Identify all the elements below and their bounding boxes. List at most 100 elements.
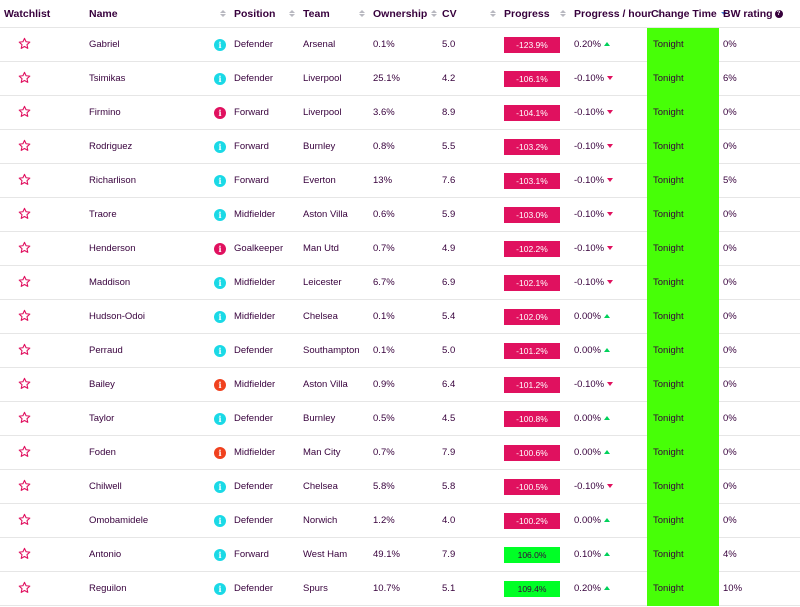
info-icon[interactable]: i bbox=[214, 378, 226, 391]
info-cell: i bbox=[210, 469, 231, 504]
info-icon[interactable]: i bbox=[214, 106, 226, 119]
star-icon[interactable] bbox=[18, 343, 31, 356]
star-icon[interactable] bbox=[18, 207, 31, 220]
player-name[interactable]: Maddison bbox=[85, 265, 210, 300]
star-icon[interactable] bbox=[18, 445, 31, 458]
star-icon[interactable] bbox=[18, 547, 31, 560]
bw-rating-cell: 0% bbox=[719, 197, 800, 232]
watchlist-cell bbox=[0, 435, 85, 470]
change-time-cell: Tonight bbox=[647, 163, 720, 198]
info-icon[interactable]: i bbox=[214, 310, 226, 323]
cv-cell: 7.6 bbox=[438, 163, 501, 198]
star-icon[interactable] bbox=[18, 377, 31, 390]
info-icon[interactable]: i bbox=[214, 140, 226, 153]
header-progress[interactable]: Progress bbox=[500, 0, 571, 28]
player-name[interactable]: Foden bbox=[85, 435, 210, 470]
info-icon[interactable]: i bbox=[214, 480, 226, 493]
info-icon[interactable]: i bbox=[214, 548, 226, 561]
watchlist-cell bbox=[0, 265, 85, 300]
progress-cell: 109.4% bbox=[500, 571, 571, 606]
info-icon[interactable]: i bbox=[214, 242, 226, 255]
header-name[interactable]: Name bbox=[85, 0, 231, 28]
ownership-cell: 0.6% bbox=[369, 197, 439, 232]
info-cell: i bbox=[210, 299, 231, 334]
sort-icon[interactable] bbox=[359, 10, 366, 17]
header-ownership[interactable]: Ownership bbox=[369, 0, 439, 28]
header-team-label: Team bbox=[303, 7, 330, 20]
star-icon[interactable] bbox=[18, 309, 31, 322]
header-watchlist[interactable]: Watchlist bbox=[0, 0, 85, 28]
ownership-cell: 1.2% bbox=[369, 503, 439, 538]
help-icon[interactable]: ? bbox=[774, 9, 783, 18]
header-position[interactable]: Position bbox=[230, 0, 300, 28]
sort-icon[interactable] bbox=[431, 10, 438, 17]
sort-icon[interactable] bbox=[220, 10, 227, 17]
star-icon[interactable] bbox=[18, 241, 31, 254]
trend-down-icon bbox=[607, 76, 614, 81]
star-icon[interactable] bbox=[18, 139, 31, 152]
sort-icon[interactable] bbox=[490, 10, 497, 17]
player-name[interactable]: Rodriguez bbox=[85, 129, 210, 164]
cv-cell: 5.4 bbox=[438, 299, 501, 334]
progress-hour-cell: -0.10% bbox=[570, 95, 648, 130]
header-cv[interactable]: CV bbox=[438, 0, 501, 28]
info-icon[interactable]: i bbox=[214, 514, 226, 527]
star-icon[interactable] bbox=[18, 513, 31, 526]
star-icon[interactable] bbox=[18, 173, 31, 186]
team-cell: Aston Villa bbox=[299, 197, 370, 232]
star-icon[interactable] bbox=[18, 479, 31, 492]
header-change-time[interactable]: Change Time bbox=[647, 0, 727, 28]
progress-hour-value: 0.00% bbox=[574, 345, 601, 356]
star-icon[interactable] bbox=[18, 275, 31, 288]
player-name[interactable]: Firmino bbox=[85, 95, 210, 130]
info-icon[interactable]: i bbox=[214, 412, 226, 425]
star-icon[interactable] bbox=[18, 411, 31, 424]
star-icon[interactable] bbox=[18, 71, 31, 84]
header-progress-hour[interactable]: Progress / hour bbox=[570, 0, 662, 28]
player-name[interactable]: Omobamidele bbox=[85, 503, 210, 538]
info-icon[interactable]: i bbox=[214, 208, 226, 221]
bw-rating-cell: 6% bbox=[719, 61, 800, 96]
player-name[interactable]: Reguilon bbox=[85, 571, 210, 606]
info-icon[interactable]: i bbox=[214, 582, 226, 595]
info-icon[interactable]: i bbox=[214, 72, 226, 85]
position-cell: Defender bbox=[230, 469, 300, 504]
info-icon[interactable]: i bbox=[214, 344, 226, 357]
cv-cell: 4.0 bbox=[438, 503, 501, 538]
player-name[interactable]: Traore bbox=[85, 197, 210, 232]
change-time-cell: Tonight bbox=[647, 503, 720, 538]
header-team[interactable]: Team bbox=[299, 0, 370, 28]
table-row: Reguilon i Defender Spurs 10.7% 5.1 109.4% 0.20… bbox=[0, 571, 800, 606]
cv-cell: 5.8 bbox=[438, 469, 501, 504]
sort-icon[interactable] bbox=[289, 10, 296, 17]
info-icon[interactable]: i bbox=[214, 38, 226, 51]
ownership-cell: 0.7% bbox=[369, 231, 439, 266]
star-icon[interactable] bbox=[18, 105, 31, 118]
position-cell: Forward bbox=[230, 129, 300, 164]
player-name[interactable]: Taylor bbox=[85, 401, 210, 436]
progress-badge: -104.1% bbox=[504, 104, 561, 121]
info-icon[interactable]: i bbox=[214, 276, 226, 289]
player-name[interactable]: Tsimikas bbox=[85, 61, 210, 96]
star-icon[interactable] bbox=[18, 37, 31, 50]
watchlist-cell bbox=[0, 333, 85, 368]
player-name[interactable]: Gabriel bbox=[85, 27, 210, 62]
player-name[interactable]: Hudson-Odoi bbox=[85, 299, 210, 334]
progress-hour-value: 0.00% bbox=[574, 447, 601, 458]
sort-desc-icon[interactable] bbox=[720, 12, 727, 15]
player-name[interactable]: Chilwell bbox=[85, 469, 210, 504]
change-time-cell: Tonight bbox=[647, 61, 720, 96]
player-name[interactable]: Henderson bbox=[85, 231, 210, 266]
player-name[interactable]: Perraud bbox=[85, 333, 210, 368]
progress-badge: -103.0% bbox=[504, 206, 561, 223]
player-name[interactable]: Richarlison bbox=[85, 163, 210, 198]
position-cell: Midfielder bbox=[230, 299, 300, 334]
sort-icon[interactable] bbox=[560, 10, 567, 17]
header-bw-rating[interactable]: BW rating? bbox=[719, 0, 800, 28]
player-name[interactable]: Bailey bbox=[85, 367, 210, 402]
player-name[interactable]: Antonio bbox=[85, 537, 210, 572]
star-icon[interactable] bbox=[18, 581, 31, 594]
info-icon[interactable]: i bbox=[214, 174, 226, 187]
info-icon[interactable]: i bbox=[214, 446, 226, 459]
sort-icon[interactable] bbox=[655, 10, 662, 17]
